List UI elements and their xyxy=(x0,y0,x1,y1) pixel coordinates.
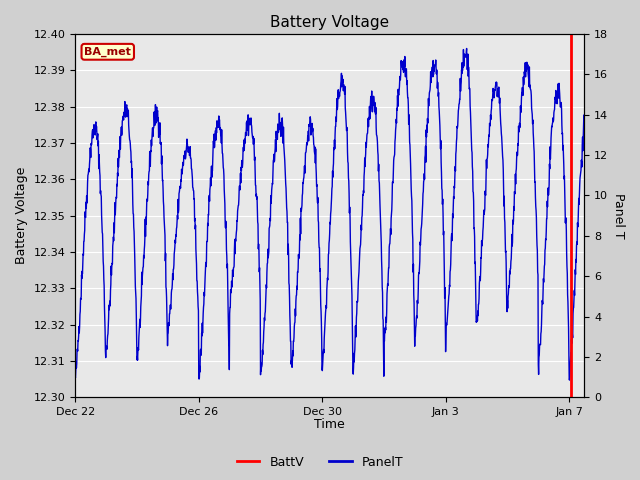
Text: BA_met: BA_met xyxy=(84,47,131,57)
Title: Battery Voltage: Battery Voltage xyxy=(270,15,389,30)
Y-axis label: Battery Voltage: Battery Voltage xyxy=(15,167,28,264)
X-axis label: Time: Time xyxy=(314,419,345,432)
Y-axis label: Panel T: Panel T xyxy=(612,193,625,239)
Legend: BattV, PanelT: BattV, PanelT xyxy=(232,451,408,474)
